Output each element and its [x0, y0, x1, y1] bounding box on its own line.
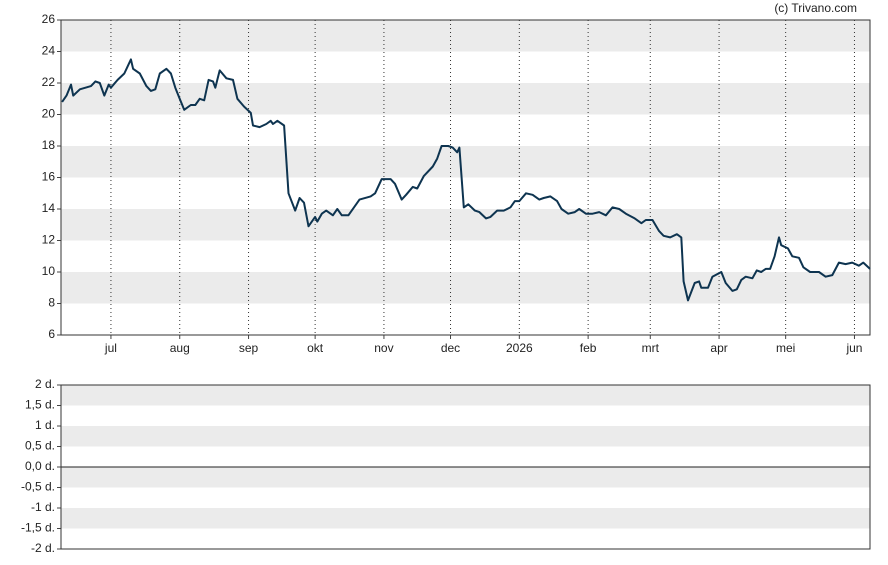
y-tick-label: -1 d.: [31, 500, 55, 514]
y-tick-label: 18: [42, 138, 56, 152]
y-tick-label: 12: [42, 233, 56, 247]
grid-band: [61, 20, 870, 52]
y-tick-label: 8: [48, 296, 55, 310]
grid-band: [61, 83, 870, 115]
grid-band: [61, 508, 870, 529]
y-tick-label: -2 d.: [31, 541, 55, 555]
x-tick-label: sep: [239, 341, 259, 355]
x-tick-label: mrt: [642, 341, 660, 355]
grid-band: [61, 467, 870, 488]
y-tick-label: 2 d.: [35, 377, 55, 391]
y-tick-label: 1 d.: [35, 418, 55, 432]
x-tick-label: okt: [307, 341, 324, 355]
x-tick-label: dec: [441, 341, 460, 355]
y-tick-label: 20: [42, 107, 56, 121]
y-tick-label: -1,5 d.: [21, 521, 55, 535]
x-tick-label: aug: [170, 341, 190, 355]
y-tick-label: 24: [42, 44, 56, 58]
y-tick-label: 6: [48, 327, 55, 341]
credit: (c) Trivano.com: [774, 1, 857, 15]
x-tick-label: jul: [104, 341, 117, 355]
x-tick-label: apr: [710, 341, 727, 355]
y-tick-label: 26: [42, 12, 56, 26]
y-tick-label: 1,5 d.: [25, 398, 55, 412]
y-tick-label: 0,0 d.: [25, 459, 55, 473]
x-tick-label: feb: [580, 341, 597, 355]
grid-band: [61, 272, 870, 304]
y-tick-label: 0,5 d.: [25, 439, 55, 453]
x-tick-label: jun: [845, 341, 862, 355]
x-tick-label: mei: [776, 341, 795, 355]
plot-frame: [60, 384, 871, 550]
y-tick-label: -0,5 d.: [21, 480, 55, 494]
x-tick-label: 2026: [506, 341, 533, 355]
y-tick-label: 10: [42, 264, 56, 278]
grid-band: [61, 385, 870, 406]
grid-band: [61, 426, 870, 447]
y-tick-label: 16: [42, 170, 56, 184]
plot-frame: [60, 19, 871, 336]
price-line: [61, 58, 871, 302]
y-tick-label: 22: [42, 75, 56, 89]
x-tick-label: nov: [374, 341, 393, 355]
y-tick-label: 14: [42, 201, 56, 215]
grid-band: [61, 146, 870, 178]
grid-band: [61, 209, 870, 241]
